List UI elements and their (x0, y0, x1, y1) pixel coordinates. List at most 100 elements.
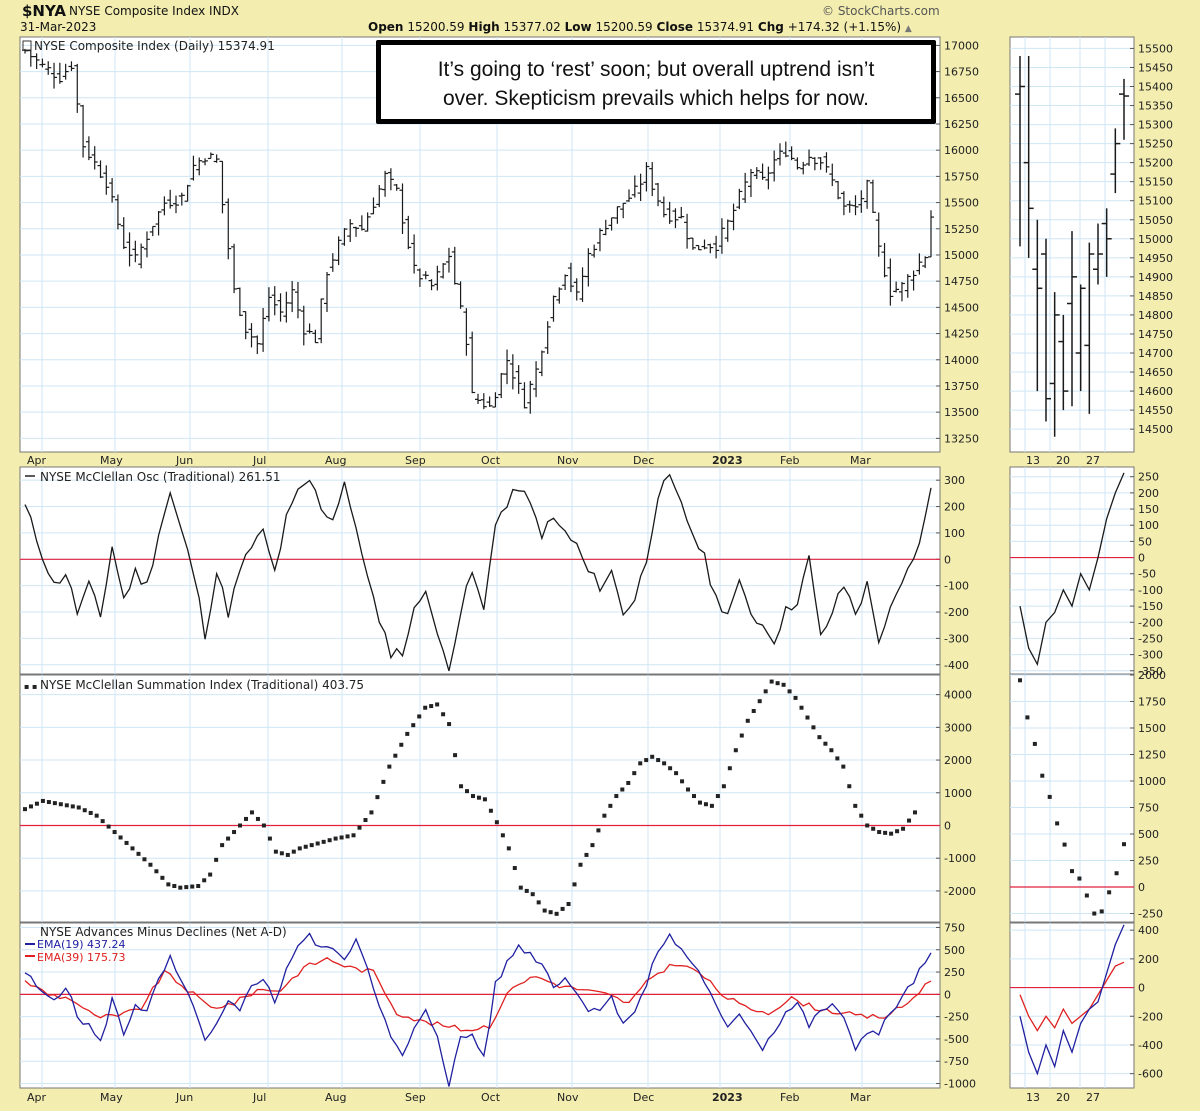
price-bar (875, 212, 882, 257)
zoom-price-y-tick-label: 15000 (1138, 233, 1173, 246)
price-bar (916, 253, 923, 275)
price-bar (33, 53, 40, 69)
ad-y-tick-label: -1000 (944, 1078, 976, 1091)
price-bar (393, 183, 400, 191)
x-tick-label: Sep (405, 454, 426, 467)
price-bar (260, 307, 267, 352)
price-bar (893, 281, 900, 293)
open-value: 15200.59 (407, 20, 465, 34)
sum-point (447, 722, 452, 727)
sum-point (441, 712, 446, 717)
sum-y-tick-label: 4000 (944, 689, 972, 702)
price-bar (68, 61, 75, 72)
price-bar (283, 291, 290, 323)
sum-point (148, 862, 153, 867)
price-bar (608, 217, 615, 231)
price-bar (149, 225, 156, 237)
price-bar (881, 242, 888, 278)
close-label: Close (656, 20, 693, 34)
sum-point (381, 779, 386, 784)
sum-point (787, 689, 792, 694)
ema39-line (24, 956, 932, 1032)
zoom-price-bar (1023, 56, 1034, 258)
price-bar (562, 274, 569, 290)
sum-point (614, 794, 619, 799)
sum-point (279, 851, 284, 856)
sum-point (315, 841, 320, 846)
price-bar (782, 141, 789, 158)
price-bar (254, 335, 261, 355)
ad-y-tick-label: 250 (944, 966, 965, 979)
zoom-sum-y-tick-label: 750 (1138, 802, 1159, 815)
zoom-ema19-line (1019, 924, 1125, 1076)
x-tick-label: Mar (850, 1091, 871, 1104)
zoom-osc-y-tick-label: -50 (1138, 568, 1156, 581)
price-bar (928, 210, 934, 258)
price-bar (596, 228, 603, 252)
zoom-ad-y-tick-label: -200 (1138, 1010, 1163, 1023)
sum-point (763, 689, 768, 694)
sum-point (733, 748, 738, 753)
price-bar (347, 219, 354, 242)
zoom-price-bar (1067, 231, 1077, 407)
price-bar (515, 365, 522, 394)
zoom-ad-y-tick-label: -600 (1138, 1068, 1163, 1081)
sum-point (697, 800, 702, 805)
sum-point (190, 884, 195, 889)
chart-date: 31-Mar-2023 (20, 20, 97, 34)
x-tick-label: Aug (325, 1091, 346, 1104)
sum-point (28, 804, 33, 809)
price-bar (434, 265, 441, 291)
price-bar (660, 196, 667, 218)
price-bar (846, 200, 853, 213)
sum-point (488, 808, 493, 813)
price-bar (509, 354, 516, 390)
price-bar (817, 157, 824, 170)
zoom-price-y-tick-label: 15350 (1138, 100, 1173, 113)
sum-y-tick-label: 0 (944, 819, 951, 832)
zoom-sum-point (1040, 773, 1045, 778)
price-bar (730, 203, 737, 231)
x-tick-label: Apr (27, 454, 47, 467)
sum-point (817, 735, 822, 740)
sum-point (136, 851, 141, 856)
zoom-sum-point (1122, 842, 1126, 847)
price-bar (684, 213, 691, 249)
price-bar (236, 287, 243, 317)
x-tick-label: Jun (175, 454, 193, 467)
close-value: 15374.91 (696, 20, 755, 34)
sum-point (285, 852, 290, 857)
price-bar (649, 162, 656, 197)
osc-line (24, 473, 932, 672)
price-bar (294, 281, 301, 319)
price-y-tick-label: 13250 (944, 432, 979, 445)
sum-point (829, 748, 834, 753)
price-bar (591, 244, 598, 258)
price-bar (225, 198, 232, 260)
zoom-sum-point (1055, 821, 1060, 826)
sum-y-tick-label: 3000 (944, 721, 972, 734)
price-bar (231, 243, 238, 294)
zoom-sum-point (1099, 909, 1104, 914)
price-bar (480, 393, 487, 410)
price-bar (411, 234, 418, 274)
zoom-price-bar (1049, 292, 1060, 437)
sum-point (196, 884, 201, 889)
price-bar (707, 243, 714, 254)
sum-point (94, 813, 99, 818)
zoom-price-y-tick-label: 14800 (1138, 309, 1173, 322)
sum-point (554, 911, 559, 916)
sum-point (327, 838, 332, 843)
sum-y-tick-label: 1000 (944, 787, 972, 800)
zoom-sum-point (1032, 741, 1037, 746)
zoom-sum-point (1092, 911, 1097, 916)
sum-y-tick-label: -1000 (944, 852, 976, 865)
sum-point (901, 826, 906, 831)
osc-legend: NYSE McClellan Osc (Traditional) 261.51 (40, 470, 281, 484)
zoom-ad-y-tick-label: 200 (1138, 953, 1159, 966)
price-bar (97, 160, 104, 179)
sum-point (118, 835, 123, 840)
sum-point (566, 902, 571, 907)
zoom-sum-point (1084, 893, 1089, 898)
price-bar (27, 49, 34, 67)
